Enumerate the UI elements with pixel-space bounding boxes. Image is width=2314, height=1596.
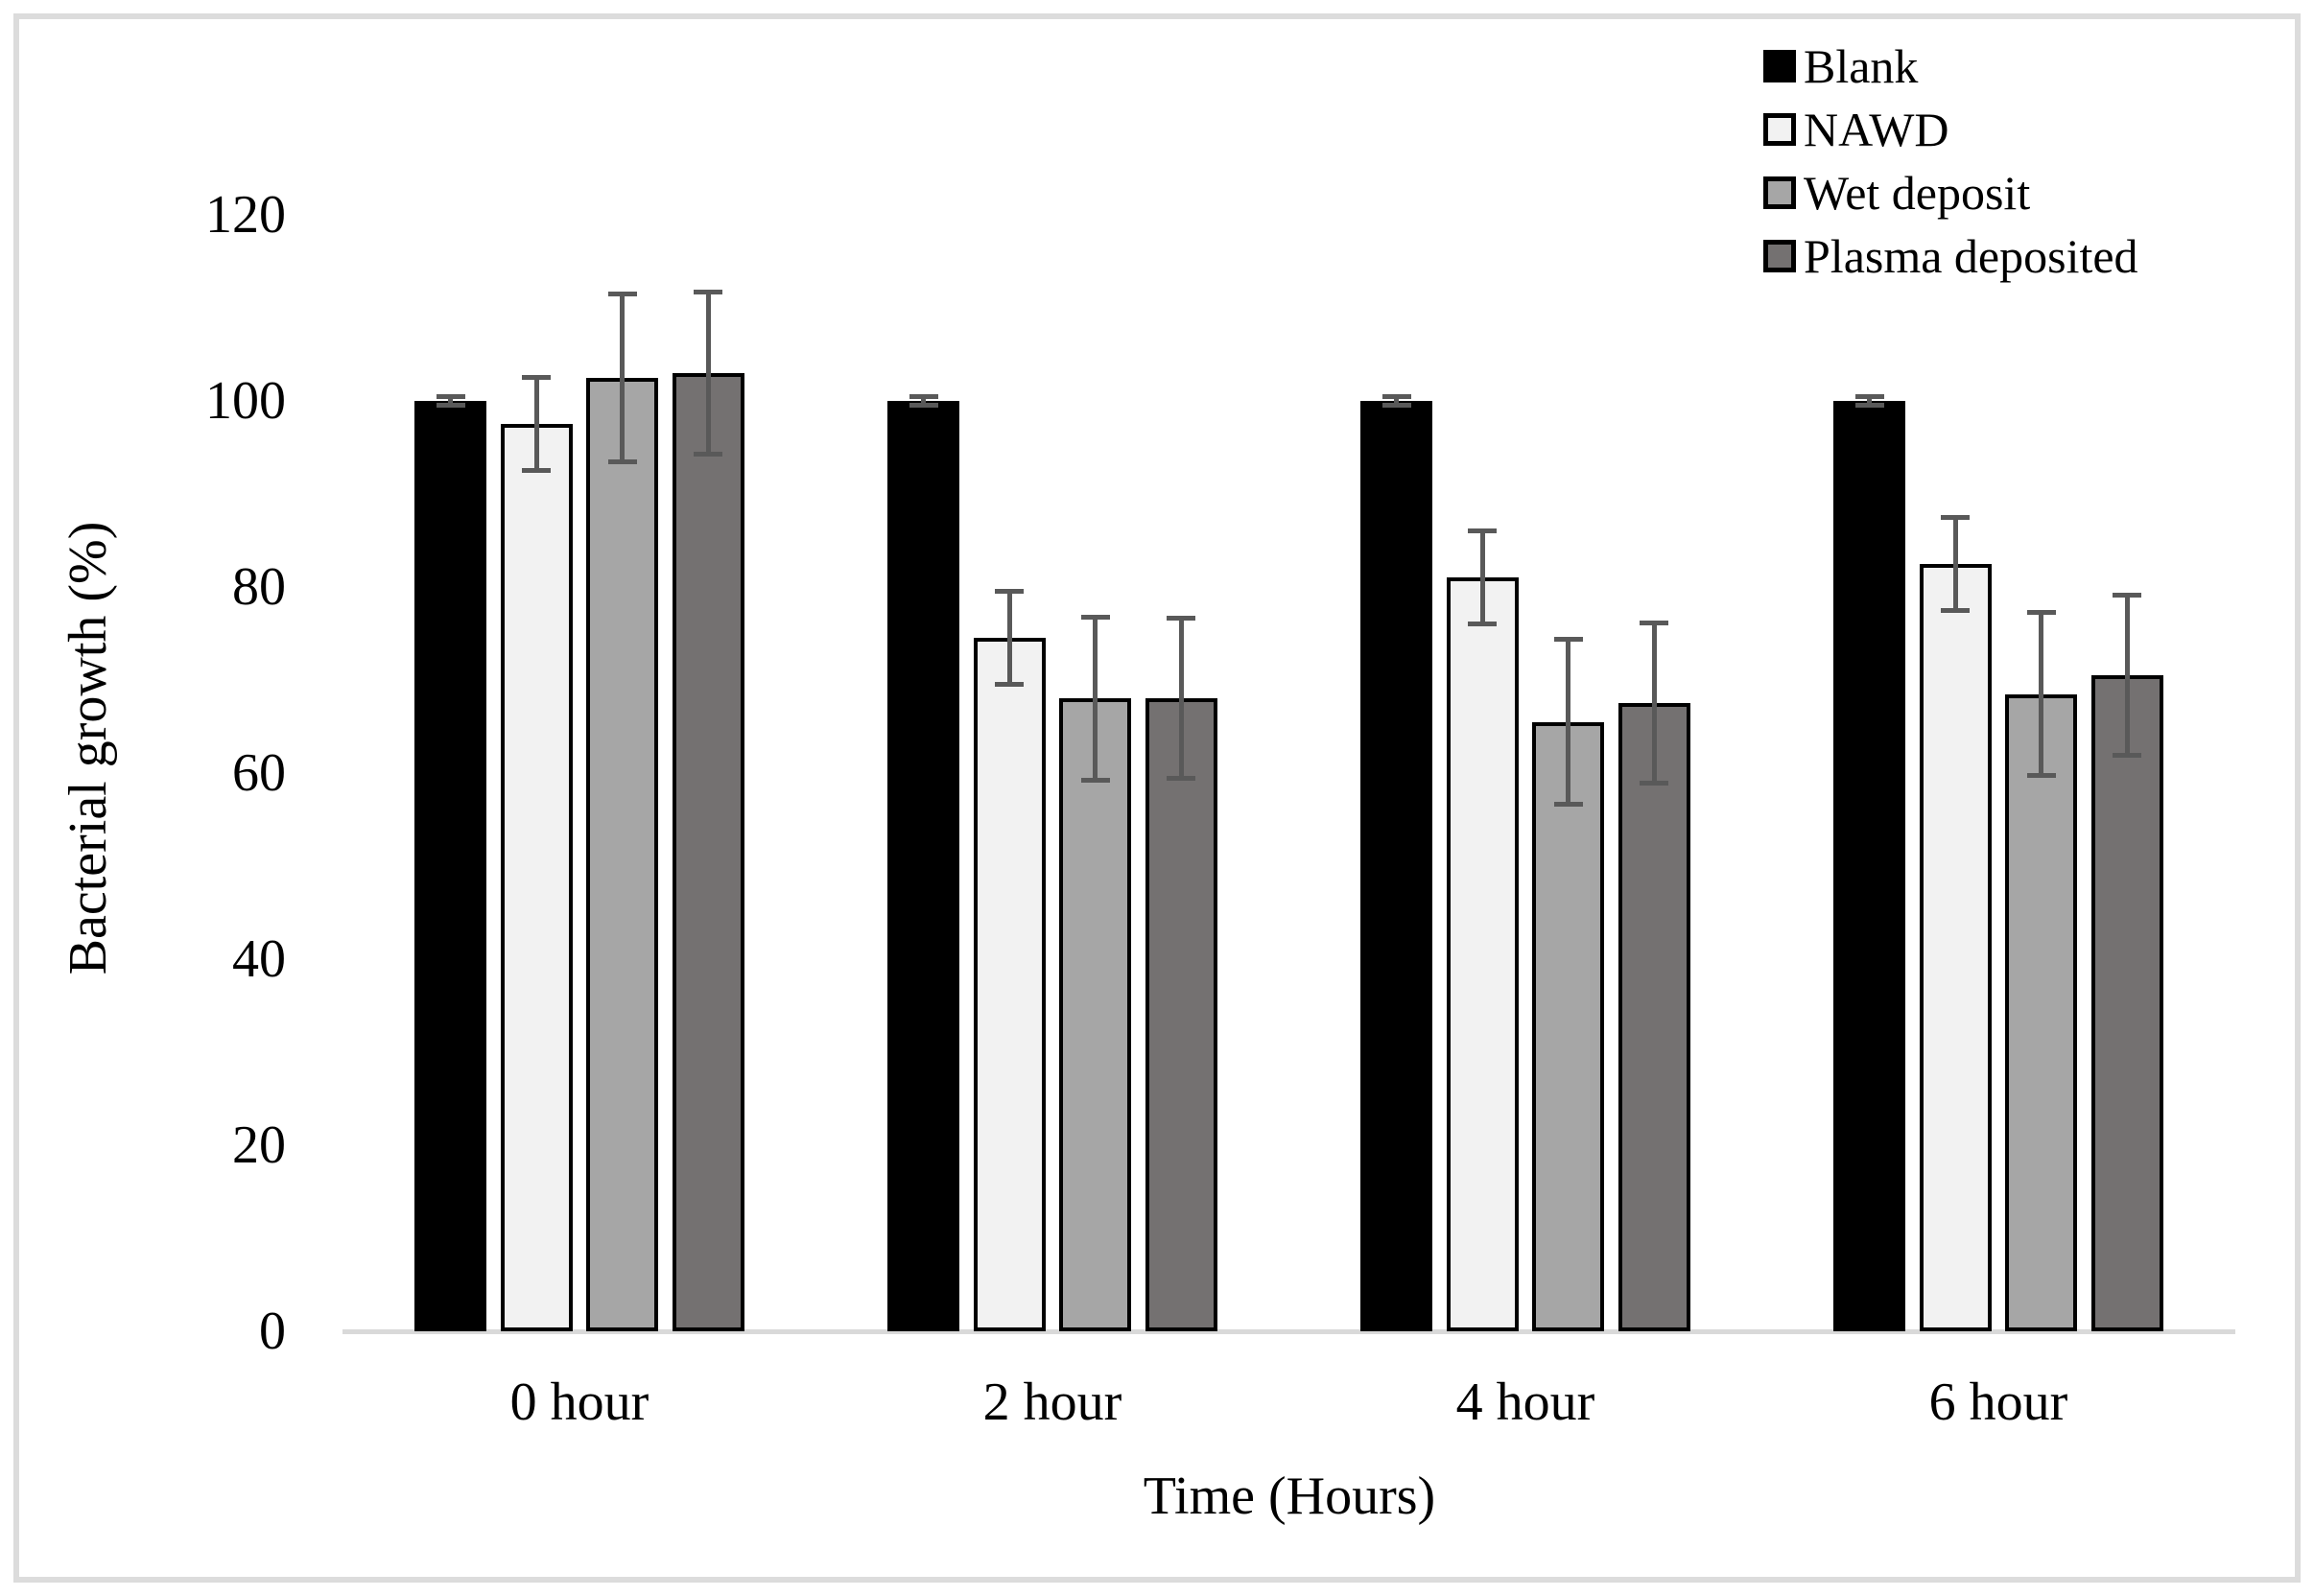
error-bar-plasma-deposited-0-hour-whisker (705, 292, 711, 455)
error-bar-blank-0-hour-whisker (448, 396, 454, 406)
error-bar-nawd-2-hour-cap-bottom (995, 682, 1025, 688)
legend-swatch-wet-deposit (1763, 176, 1796, 209)
error-bar-plasma-deposited-6-hour-whisker (2124, 595, 2130, 756)
x-category-label: 0 hour (509, 1373, 649, 1432)
bar-wet-deposit-6-hour (2005, 693, 2078, 1331)
bar-plasma-deposited-6-hour (2090, 675, 2163, 1331)
bar-plasma-deposited-0-hour (672, 372, 744, 1331)
error-bar-blank-2-hour-whisker (921, 396, 927, 406)
error-bar-blank-6-hour-cap-top (1854, 393, 1884, 399)
legend-swatch-nawd (1763, 113, 1796, 146)
error-bar-blank-4-hour-cap-bottom (1381, 403, 1411, 409)
error-bar-blank-6-hour-cap-bottom (1854, 403, 1884, 409)
y-tick-label: 60 (232, 743, 286, 803)
error-bar-wet-deposit-6-hour-cap-top (2026, 609, 2056, 615)
error-bar-nawd-2-hour-cap-top (995, 589, 1025, 595)
bar-nawd-4-hour (1446, 577, 1519, 1331)
error-bar-blank-0-hour-cap-bottom (436, 403, 465, 409)
bar-wet-deposit-0-hour (586, 377, 659, 1331)
bar-blank-2-hour (887, 401, 960, 1331)
error-bar-nawd-0-hour-whisker (533, 377, 539, 471)
legend-item: Plasma deposited (1763, 224, 2138, 288)
error-bar-wet-deposit-2-hour-whisker (1093, 617, 1098, 781)
legend-swatch-plasma-deposited (1763, 240, 1796, 272)
bar-wet-deposit-4-hour (1532, 721, 1605, 1331)
error-bar-wet-deposit-6-hour-cap-bottom (2026, 773, 2056, 779)
error-bar-plasma-deposited-2-hour-cap-bottom (1167, 776, 1196, 782)
error-bar-wet-deposit-0-hour-cap-top (607, 291, 637, 296)
y-tick-label: 0 (259, 1302, 286, 1361)
error-bar-nawd-4-hour-cap-top (1468, 528, 1498, 534)
bar-blank-6-hour (1833, 401, 1906, 1331)
y-tick-label: 120 (205, 185, 286, 245)
legend-label: Wet deposit (1804, 166, 2031, 220)
error-bar-wet-deposit-6-hour-whisker (2039, 612, 2044, 776)
error-bar-plasma-deposited-0-hour-cap-top (694, 290, 723, 294)
legend: Blank NAWD Wet deposit Plasma deposited (1763, 35, 2138, 288)
error-bar-wet-deposit-2-hour-cap-top (1080, 614, 1110, 620)
error-bar-plasma-deposited-2-hour-cap-top (1167, 616, 1196, 622)
error-bar-wet-deposit-0-hour-cap-bottom (607, 458, 637, 464)
y-tick-label: 20 (232, 1115, 286, 1175)
error-bar-plasma-deposited-0-hour-cap-bottom (694, 451, 723, 457)
error-bar-wet-deposit-4-hour-cap-bottom (1553, 802, 1583, 808)
error-bar-nawd-4-hour-whisker (1479, 530, 1485, 624)
bar-nawd-2-hour (973, 638, 1046, 1331)
bar-nawd-6-hour (1919, 563, 1992, 1331)
error-bar-plasma-deposited-4-hour-whisker (1651, 622, 1657, 784)
legend-label: Plasma deposited (1804, 229, 2138, 283)
error-bar-blank-0-hour-cap-top (436, 393, 465, 399)
bar-nawd-0-hour (500, 424, 573, 1331)
error-bar-nawd-6-hour-whisker (1952, 517, 1958, 611)
error-bar-nawd-0-hour-cap-top (522, 375, 552, 381)
error-bar-plasma-deposited-6-hour-cap-top (2113, 593, 2142, 598)
x-category-label: 4 hour (1455, 1373, 1595, 1432)
bar-plasma-deposited-2-hour (1145, 698, 1217, 1331)
error-bar-plasma-deposited-4-hour-cap-bottom (1640, 781, 1669, 786)
error-bar-nawd-4-hour-cap-bottom (1468, 622, 1498, 627)
error-bar-blank-4-hour-cap-top (1381, 393, 1411, 399)
error-bar-blank-2-hour-cap-top (909, 393, 938, 399)
error-bar-plasma-deposited-6-hour-cap-bottom (2113, 753, 2142, 759)
x-category-label: 2 hour (982, 1373, 1122, 1432)
legend-item: Blank (1763, 35, 2138, 98)
error-bar-wet-deposit-4-hour-whisker (1566, 639, 1571, 805)
error-bar-nawd-0-hour-cap-bottom (522, 468, 552, 474)
error-bar-blank-2-hour-cap-bottom (909, 403, 938, 409)
error-bar-nawd-2-hour-whisker (1006, 591, 1012, 685)
error-bar-wet-deposit-2-hour-cap-bottom (1080, 778, 1110, 784)
legend-swatch-blank (1763, 50, 1796, 82)
error-bar-nawd-6-hour-cap-top (1941, 514, 1971, 520)
error-bar-wet-deposit-4-hour-cap-top (1553, 636, 1583, 642)
y-tick-label: 80 (232, 557, 286, 617)
x-category-label: 6 hour (1928, 1373, 2068, 1432)
error-bar-plasma-deposited-4-hour-cap-top (1640, 621, 1669, 626)
y-tick-label: 100 (205, 371, 286, 431)
bar-plasma-deposited-4-hour (1617, 703, 1690, 1331)
x-axis-line (342, 1329, 2235, 1334)
bar-blank-0-hour (414, 401, 487, 1331)
error-bar-blank-6-hour-whisker (1867, 396, 1873, 406)
legend-item: Wet deposit (1763, 161, 2138, 224)
error-bar-plasma-deposited-2-hour-whisker (1178, 618, 1184, 779)
legend-label: Blank (1804, 39, 1919, 93)
y-tick-label: 40 (232, 929, 286, 989)
legend-label: NAWD (1804, 103, 1949, 156)
error-bar-wet-deposit-0-hour-whisker (620, 293, 626, 462)
x-axis-title: Time (Hours) (1143, 1467, 1436, 1526)
error-bar-nawd-6-hour-cap-bottom (1941, 607, 1971, 613)
error-bar-blank-4-hour-whisker (1394, 396, 1400, 406)
bar-wet-deposit-2-hour (1059, 698, 1132, 1331)
bar-blank-4-hour (1360, 401, 1433, 1331)
legend-item: NAWD (1763, 98, 2138, 161)
